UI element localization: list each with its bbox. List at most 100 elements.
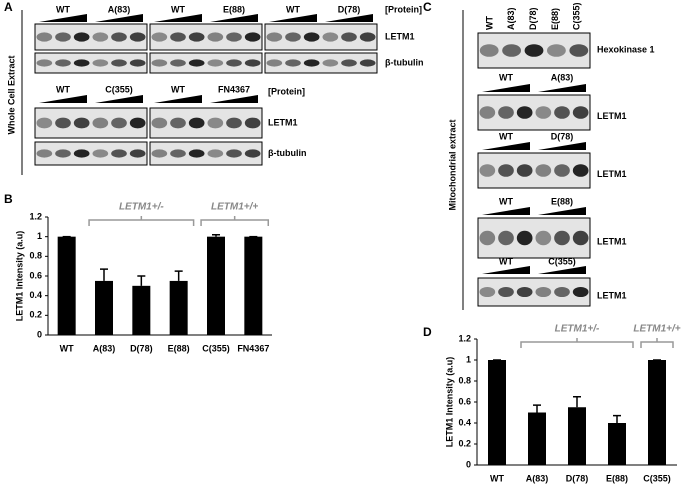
x-tick-label: C(355) — [202, 343, 230, 353]
x-tick-label: C(355) — [643, 473, 671, 483]
band — [554, 164, 570, 177]
x-tick-label: D(78) — [566, 473, 589, 483]
annotation: LETM1+/- — [119, 202, 164, 213]
band — [226, 149, 242, 158]
band — [170, 149, 186, 158]
gradient-wedge — [95, 14, 143, 22]
y-tick-label: 0.2 — [458, 438, 471, 448]
band — [73, 59, 90, 67]
blot — [34, 107, 148, 139]
band — [244, 32, 261, 42]
lane-label: A(83) — [551, 72, 574, 82]
band — [170, 117, 186, 129]
band — [73, 149, 90, 158]
band — [36, 117, 53, 129]
y-tick-label: 1 — [37, 231, 42, 241]
x-tick-label: A(83) — [526, 473, 549, 483]
band — [92, 59, 109, 67]
error-bar — [137, 275, 146, 286]
band — [111, 59, 127, 67]
marker-label: Hexokinase 1 — [597, 44, 655, 54]
gradient-wedge — [39, 95, 87, 103]
gradient-wedge — [154, 14, 202, 22]
band — [479, 44, 499, 57]
gradient-wedge — [269, 14, 317, 22]
x-tick-label: WT — [490, 473, 504, 483]
band — [36, 32, 53, 42]
y-tick-label: 0.2 — [29, 310, 42, 320]
band — [516, 164, 533, 177]
band — [535, 106, 552, 119]
x-tick-label: WT — [60, 343, 74, 353]
band — [55, 59, 71, 67]
band — [524, 44, 544, 57]
band — [244, 59, 261, 67]
band — [129, 32, 146, 42]
band — [516, 106, 533, 119]
band — [554, 106, 570, 119]
panel-label: D — [423, 325, 432, 339]
y-tick-label: 0.8 — [458, 375, 471, 385]
y-axis-label: LETM1 Intensity (a.u) — [444, 357, 454, 448]
band — [516, 230, 533, 246]
bar — [95, 280, 113, 335]
band — [498, 164, 514, 177]
band — [502, 44, 522, 57]
blot — [264, 23, 378, 51]
band — [111, 149, 127, 158]
blot — [34, 23, 148, 51]
band — [188, 149, 205, 158]
band — [535, 230, 552, 246]
lane-label: A(83) — [506, 7, 516, 30]
lane-label: FN4367 — [218, 84, 250, 94]
blot — [34, 52, 148, 74]
side-label: Whole Cell Extract — [6, 55, 16, 134]
band — [341, 32, 357, 42]
annotation: LETM1+/- — [555, 324, 600, 335]
band — [111, 32, 127, 42]
band — [170, 32, 186, 42]
gradient-wedge — [39, 14, 87, 22]
lane-label: D(78) — [338, 4, 361, 14]
band — [546, 44, 566, 57]
band — [207, 32, 224, 42]
band — [479, 164, 496, 177]
band — [303, 59, 320, 67]
marker-label: β-tubulin — [385, 57, 423, 67]
lane-label: A(83) — [108, 4, 131, 14]
band — [170, 59, 186, 67]
band — [244, 149, 261, 158]
band — [92, 149, 109, 158]
band — [359, 59, 376, 67]
gradient-wedge — [482, 207, 530, 215]
band — [151, 117, 168, 129]
protein-label: [Protein] — [385, 4, 422, 14]
band — [244, 117, 261, 129]
band — [36, 59, 53, 67]
gradient-wedge — [482, 142, 530, 150]
band — [285, 32, 301, 42]
blot — [34, 141, 148, 166]
band — [535, 286, 552, 298]
bar — [648, 360, 666, 465]
marker-label: LETM1 — [268, 117, 298, 127]
band — [359, 32, 376, 42]
blot — [477, 94, 591, 131]
lane-label: E(88) — [550, 8, 560, 30]
marker-label: LETM1 — [385, 31, 415, 41]
band — [572, 106, 589, 119]
error-bar — [212, 233, 220, 237]
bar — [568, 407, 586, 465]
band — [569, 44, 589, 57]
band — [498, 106, 514, 119]
y-tick-label: 1 — [466, 354, 471, 364]
lane-label: D(78) — [528, 7, 538, 30]
x-tick-label: E(88) — [606, 473, 628, 483]
bar — [169, 280, 188, 335]
lane-label: WT — [56, 84, 70, 94]
error-bar — [100, 268, 108, 281]
band — [572, 164, 589, 177]
blot — [149, 141, 263, 166]
band — [129, 149, 146, 158]
